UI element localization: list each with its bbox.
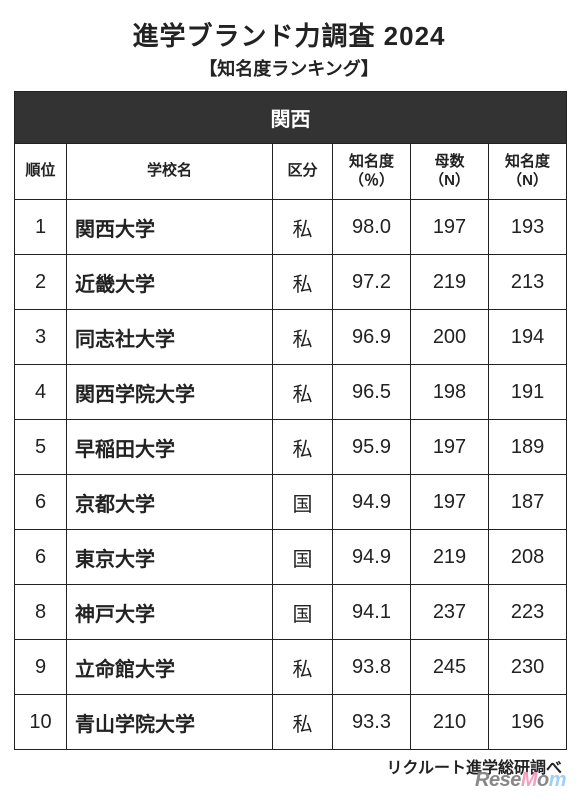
column-header-row: 順位 学校名 区分 知名度（％） 母数（N） 知名度（N）: [15, 144, 567, 200]
cell-name: 東京大学: [67, 530, 273, 585]
table-row: 3同志社大学私96.9200194: [15, 310, 567, 365]
cell-known: 223: [489, 585, 567, 640]
table-row: 5早稲田大学私95.9197189: [15, 420, 567, 475]
cell-rank: 3: [15, 310, 67, 365]
ranking-table: 関西 順位 学校名 区分 知名度（％） 母数（N） 知名度（N） 1関西大学私9…: [14, 91, 567, 750]
cell-pct: 93.3: [333, 695, 411, 750]
table-row: 10青山学院大学私93.3210196: [15, 695, 567, 750]
cell-rank: 1: [15, 200, 67, 255]
cell-kubun: 国: [273, 585, 333, 640]
cell-rank: 2: [15, 255, 67, 310]
cell-name: 神戸大学: [67, 585, 273, 640]
cell-known: 196: [489, 695, 567, 750]
watermark-logo: ReseMom: [475, 769, 566, 792]
cell-pct: 93.8: [333, 640, 411, 695]
cell-known: 230: [489, 640, 567, 695]
cell-denom: 197: [411, 475, 489, 530]
table-row: 6東京大学国94.9219208: [15, 530, 567, 585]
cell-known: 194: [489, 310, 567, 365]
watermark-part4: m: [549, 769, 566, 791]
table-row: 2近畿大学私97.2219213: [15, 255, 567, 310]
table-body: 1関西大学私98.01971932近畿大学私97.22192133同志社大学私9…: [15, 200, 567, 750]
cell-kubun: 国: [273, 530, 333, 585]
table-row: 6京都大学国94.9197187: [15, 475, 567, 530]
table-row: 1関西大学私98.0197193: [15, 200, 567, 255]
watermark-part3: o: [537, 769, 549, 791]
col-header-denom: 母数（N）: [411, 144, 489, 200]
cell-name: 関西大学: [67, 200, 273, 255]
table-row: 9立命館大学私93.8245230: [15, 640, 567, 695]
cell-known: 213: [489, 255, 567, 310]
cell-denom: 219: [411, 255, 489, 310]
cell-rank: 9: [15, 640, 67, 695]
cell-pct: 98.0: [333, 200, 411, 255]
cell-denom: 210: [411, 695, 489, 750]
cell-name: 立命館大学: [67, 640, 273, 695]
col-header-rank: 順位: [15, 144, 67, 200]
cell-kubun: 私: [273, 200, 333, 255]
cell-pct: 94.9: [333, 475, 411, 530]
cell-name: 京都大学: [67, 475, 273, 530]
cell-rank: 4: [15, 365, 67, 420]
cell-name: 早稲田大学: [67, 420, 273, 475]
region-label: 関西: [15, 92, 567, 144]
cell-known: 187: [489, 475, 567, 530]
cell-pct: 94.1: [333, 585, 411, 640]
cell-denom: 198: [411, 365, 489, 420]
cell-kubun: 私: [273, 420, 333, 475]
watermark-part2: M: [521, 769, 537, 791]
region-row: 関西: [15, 92, 567, 144]
cell-kubun: 私: [273, 310, 333, 365]
cell-kubun: 国: [273, 475, 333, 530]
cell-pct: 94.9: [333, 530, 411, 585]
cell-kubun: 私: [273, 695, 333, 750]
cell-known: 193: [489, 200, 567, 255]
cell-kubun: 私: [273, 255, 333, 310]
cell-rank: 5: [15, 420, 67, 475]
table-row: 4関西学院大学私96.5198191: [15, 365, 567, 420]
page-subtitle: 【知名度ランキング】: [14, 55, 564, 81]
cell-name: 青山学院大学: [67, 695, 273, 750]
cell-pct: 96.5: [333, 365, 411, 420]
page-title: 進学ブランド力調査 2024: [14, 16, 564, 53]
cell-known: 189: [489, 420, 567, 475]
cell-known: 208: [489, 530, 567, 585]
cell-pct: 95.9: [333, 420, 411, 475]
cell-name: 近畿大学: [67, 255, 273, 310]
cell-rank: 6: [15, 475, 67, 530]
cell-denom: 197: [411, 200, 489, 255]
cell-kubun: 私: [273, 640, 333, 695]
col-header-kubun: 区分: [273, 144, 333, 200]
table-row: 8神戸大学国94.1237223: [15, 585, 567, 640]
cell-rank: 6: [15, 530, 67, 585]
cell-denom: 197: [411, 420, 489, 475]
cell-pct: 97.2: [333, 255, 411, 310]
cell-denom: 245: [411, 640, 489, 695]
col-header-pct: 知名度（％）: [333, 144, 411, 200]
col-header-name: 学校名: [67, 144, 273, 200]
cell-name: 同志社大学: [67, 310, 273, 365]
cell-rank: 10: [15, 695, 67, 750]
cell-known: 191: [489, 365, 567, 420]
cell-denom: 237: [411, 585, 489, 640]
watermark-part1: Rese: [475, 769, 521, 791]
cell-rank: 8: [15, 585, 67, 640]
cell-pct: 96.9: [333, 310, 411, 365]
cell-denom: 200: [411, 310, 489, 365]
cell-denom: 219: [411, 530, 489, 585]
col-header-known: 知名度（N）: [489, 144, 567, 200]
cell-name: 関西学院大学: [67, 365, 273, 420]
cell-kubun: 私: [273, 365, 333, 420]
